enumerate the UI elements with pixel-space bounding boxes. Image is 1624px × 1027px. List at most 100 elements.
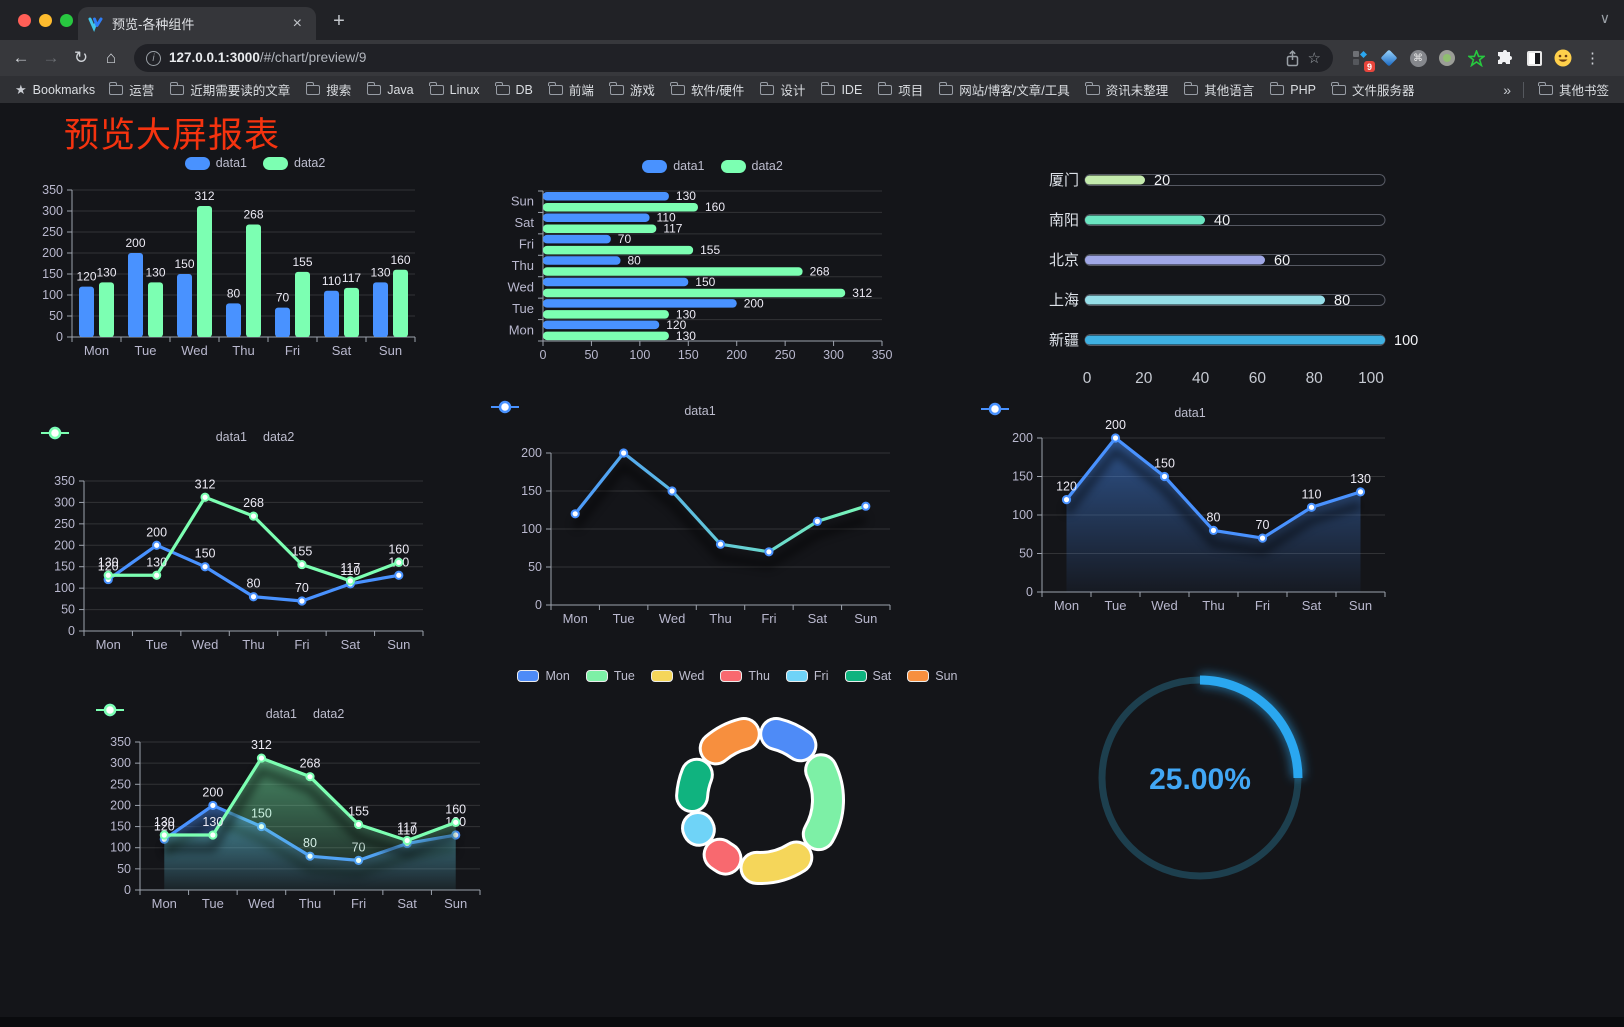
svg-text:350: 350	[110, 735, 131, 749]
share-icon[interactable]	[1285, 49, 1300, 67]
bookmark-folder[interactable]: 搜索	[299, 77, 358, 102]
svg-text:南阳: 南阳	[1049, 212, 1079, 229]
legend-item-data2[interactable]: data2	[720, 159, 783, 173]
bookmarks-overflow-icon[interactable]: »	[1503, 81, 1511, 98]
bookmark-folder[interactable]: 游戏	[603, 77, 662, 102]
svg-text:130: 130	[1350, 472, 1371, 486]
browser-toolbar: ← → ↻ ⌂ i 127.0.0.1:3000/#/chart/preview…	[0, 40, 1624, 76]
green-star-extension-icon[interactable]	[1467, 49, 1485, 67]
legend-label: data1	[215, 430, 247, 444]
bookmark-folder[interactable]: 前端	[542, 77, 601, 102]
bookmark-folder[interactable]: 软件/硬件	[664, 77, 751, 102]
svg-text:Fri: Fri	[1255, 598, 1270, 613]
svg-text:50: 50	[117, 862, 131, 876]
svg-text:Tue: Tue	[613, 611, 635, 626]
bookmarks-manager-item[interactable]: ★ Bookmarks	[8, 79, 102, 101]
site-info-icon[interactable]: i	[146, 50, 161, 66]
svg-text:200: 200	[1012, 431, 1033, 445]
gem-extension-icon[interactable]	[1380, 49, 1398, 67]
svg-text:0: 0	[540, 348, 547, 362]
puzzle-extension-icon[interactable]	[1496, 49, 1514, 67]
home-icon[interactable]: ⌂	[105, 48, 117, 67]
split-square-extension-icon[interactable]	[1525, 49, 1543, 67]
bookmark-folder[interactable]: IDE	[814, 80, 869, 100]
address-bar[interactable]: i 127.0.0.1:3000/#/chart/preview/9 ☆	[134, 44, 1333, 72]
city-progress-svg: 厦门 20 南阳 40 北京 60 上海 80 新疆 100 0 20 40 60 80 100	[1049, 172, 1418, 387]
legend-item-data2[interactable]: data2	[96, 703, 344, 721]
legend-item-data2[interactable]: data2	[41, 426, 294, 444]
legend-item-data2[interactable]: data2	[263, 156, 325, 170]
legend-item-data1[interactable]: data1	[41, 426, 247, 444]
bookmark-folder[interactable]: 文件服务器	[1325, 77, 1422, 102]
legend-item-data1[interactable]: data1	[491, 400, 716, 418]
legend-swatch	[41, 426, 69, 440]
emoji-extension-icon[interactable]	[1554, 49, 1572, 67]
bookmark-folder[interactable]: 网站/博客/文章/工具	[932, 77, 1076, 102]
bookmark-folder[interactable]: DB	[489, 80, 540, 100]
bookmark-label: 项目	[898, 84, 924, 98]
maximize-window-button[interactable]	[60, 14, 73, 27]
svg-text:110: 110	[397, 823, 417, 837]
legend-item-Mon[interactable]: Mon	[517, 669, 570, 683]
chart-progress-gauge: 25.00%	[1090, 670, 1310, 890]
bookmark-folder[interactable]: 运营	[102, 77, 161, 102]
other-bookmarks-item[interactable]: 其他书签	[1532, 77, 1616, 102]
tab-close-icon[interactable]: ×	[292, 14, 302, 32]
back-icon[interactable]: ←	[12, 48, 30, 67]
legend-item-data1[interactable]: data1	[96, 703, 297, 721]
bookmark-folder[interactable]: Linux	[423, 80, 487, 100]
reload-icon[interactable]: ↻	[73, 48, 89, 67]
legend-item-Sat[interactable]: Sat	[844, 669, 891, 683]
svg-text:268: 268	[810, 265, 830, 279]
svg-text:Wed: Wed	[181, 343, 208, 358]
bookmark-label: 文件服务器	[1351, 84, 1415, 98]
legend-item-Fri[interactable]: Fri	[785, 669, 829, 683]
close-window-button[interactable]	[18, 14, 31, 27]
svg-text:60: 60	[1249, 370, 1267, 387]
legend-label: Mon	[545, 669, 570, 683]
legend-item-data1[interactable]: data1	[981, 402, 1206, 420]
browser-menu-icon[interactable]: ⋮	[1585, 50, 1600, 67]
bookmark-folder[interactable]: Java	[360, 80, 420, 100]
legend-swatch	[491, 400, 519, 414]
extension-badge: 9	[1363, 61, 1375, 72]
legend-item-data1[interactable]: data1	[184, 156, 247, 170]
svg-text:Thu: Thu	[232, 343, 254, 358]
legend-item-Tue[interactable]: Tue	[585, 669, 635, 683]
legend-item-data1[interactable]: data1	[642, 159, 705, 173]
bookmark-label: 运营	[129, 84, 155, 98]
legend-item-Thu[interactable]: Thu	[720, 669, 770, 683]
green-dot-extension-icon[interactable]	[1438, 49, 1456, 67]
bookmarks-label: Bookmarks	[32, 82, 96, 97]
new-tab-button[interactable]: +	[333, 10, 345, 32]
forward-icon[interactable]: →	[42, 48, 60, 67]
bookmark-folder[interactable]: 资讯未整理	[1079, 77, 1176, 102]
minimize-window-button[interactable]	[39, 14, 52, 27]
bookmark-folder[interactable]: PHP	[1263, 80, 1323, 100]
line-area-double-svg: 0 50 100 150 200 250 300 350 Mon Tue Wed Thu Fri Sat S…	[110, 735, 481, 911]
svg-text:Sat: Sat	[332, 343, 352, 358]
svg-text:80: 80	[1334, 293, 1350, 309]
legend-item-Wed[interactable]: Wed	[650, 669, 704, 683]
command-extension-icon[interactable]: ⌘	[1409, 49, 1427, 67]
bookmark-label: 近期需要读的文章	[190, 84, 291, 98]
tab-search-chevron-icon[interactable]: ∨	[1599, 10, 1610, 26]
svg-text:312: 312	[251, 738, 272, 752]
svg-text:200: 200	[1105, 418, 1126, 432]
collage-extension-icon[interactable]: 9	[1351, 49, 1375, 72]
bookmark-star-icon[interactable]: ☆	[1307, 50, 1321, 67]
legend-item-Sun[interactable]: Sun	[907, 669, 958, 683]
bookmark-folder[interactable]: 设计	[753, 77, 812, 102]
browser-tab[interactable]: 预览-各种组件 ×	[78, 7, 316, 40]
svg-text:Tue: Tue	[135, 343, 157, 358]
bookmark-folder[interactable]: 近期需要读的文章	[163, 77, 297, 102]
bookmark-folder[interactable]: 其他语言	[1177, 77, 1261, 102]
svg-text:Wed: Wed	[508, 279, 535, 294]
folder-icon	[305, 81, 321, 95]
bookmark-folder[interactable]: 项目	[871, 77, 930, 102]
svg-text:Sat: Sat	[397, 896, 417, 911]
svg-text:Sat: Sat	[1302, 598, 1322, 613]
svg-text:150: 150	[1154, 457, 1175, 471]
svg-text:Thu: Thu	[709, 611, 731, 626]
bookmarks-divider	[1522, 81, 1524, 98]
